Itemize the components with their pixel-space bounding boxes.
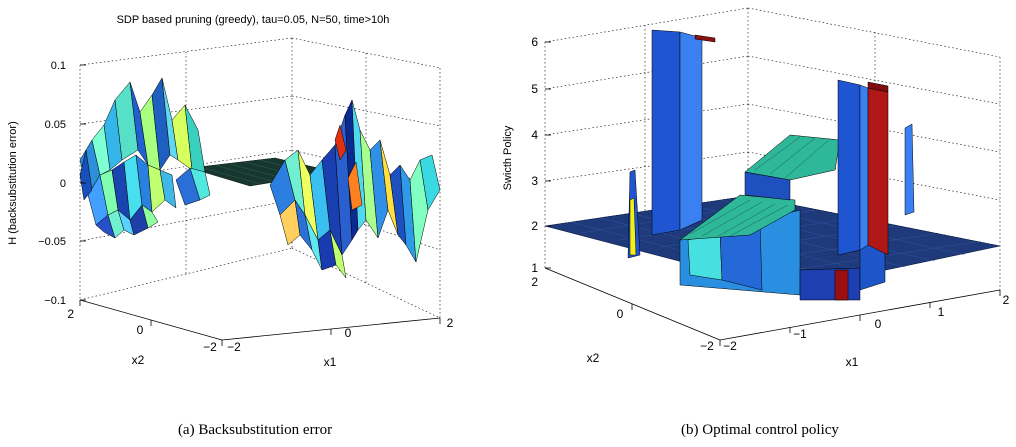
surface-patches-right	[269, 99, 441, 279]
chart-b-xtick: −1	[793, 327, 807, 341]
chart-a-caption: (a) Backsubstitution error	[178, 422, 332, 438]
chart-b-ytick: −2	[700, 339, 714, 353]
chart-a-ztick: −0.1	[44, 295, 66, 307]
backsubstitution-error-chart: SDP based pruning (greedy), tau=0.05, N=…	[7, 14, 454, 438]
chart-b-zlabel: Swicth Policy	[502, 125, 514, 190]
chart-a-xlabel: x1	[324, 355, 337, 369]
chart-b-ztick: 6	[531, 35, 538, 49]
chart-a-zlabel: H (backsubstitution error)	[7, 121, 19, 245]
plateau-walls	[679, 199, 886, 301]
chart-b-ztick: 2	[531, 219, 538, 233]
chart-b-xtick: 0	[875, 317, 882, 331]
chart-a-title: SDP based pruning (greedy), tau=0.05, N=…	[117, 14, 390, 26]
chart-a-ztick: 0.1	[51, 60, 66, 72]
chart-a-ztick: −0.05	[38, 236, 66, 248]
optimal-control-policy-chart: Swicth Policy 6 5 4 3 2 1 2 0 −2 −2 −1 0…	[502, 7, 1010, 438]
chart-b-ytick: 2	[531, 275, 538, 289]
chart-a-xtick: 2	[447, 316, 454, 330]
policy-towers	[627, 29, 915, 259]
chart-b-xtick: −2	[723, 339, 737, 353]
plateau-top-low	[679, 194, 796, 241]
chart-b-xtick: 2	[1003, 293, 1010, 307]
chart-b-xlabel: x1	[846, 355, 859, 369]
chart-b-xtick: 1	[938, 305, 945, 319]
chart-a-ytick: 0	[137, 323, 144, 337]
chart-b-ztick: 1	[531, 261, 538, 275]
chart-a-ytick: 2	[67, 307, 74, 321]
chart-b-ytick: 0	[617, 307, 624, 321]
chart-b-ztick: 4	[531, 128, 538, 142]
chart-a-xtick: −2	[227, 340, 241, 354]
chart-a-ytick: −2	[203, 340, 217, 354]
chart-a-xtick: 0	[345, 326, 352, 340]
plateau-top-high	[744, 134, 841, 181]
chart-b-ztick: 5	[531, 82, 538, 96]
plateau-side	[744, 171, 791, 201]
chart-a-ztick: 0.05	[45, 119, 66, 131]
chart-b-ztick: 3	[531, 174, 538, 188]
chart-a-ylabel: x2	[132, 353, 145, 367]
chart-b-ylabel: x2	[587, 351, 600, 365]
surface-patches-left	[79, 77, 211, 239]
chart-a-ztick: 0	[60, 178, 66, 190]
chart-b-caption: (b) Optimal control policy	[681, 422, 839, 438]
